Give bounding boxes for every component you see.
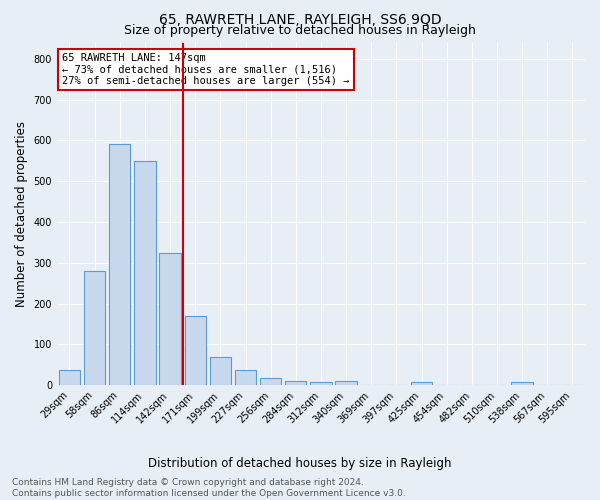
Bar (335, 381, 357, 385)
Text: 65 RAWRETH LANE: 147sqm
← 73% of detached houses are smaller (1,516)
27% of semi: 65 RAWRETH LANE: 147sqm ← 73% of detache… (62, 53, 350, 86)
Bar (134, 161, 155, 385)
Text: 65, RAWRETH LANE, RAYLEIGH, SS6 9QD: 65, RAWRETH LANE, RAYLEIGH, SS6 9QD (158, 12, 442, 26)
Bar (235, 370, 256, 385)
Bar (260, 378, 281, 385)
Text: Contains HM Land Registry data © Crown copyright and database right 2024.
Contai: Contains HM Land Registry data © Crown c… (12, 478, 406, 498)
Text: Distribution of detached houses by size in Rayleigh: Distribution of detached houses by size … (148, 458, 452, 470)
Bar (209, 358, 231, 385)
Bar (511, 382, 533, 385)
Bar (160, 252, 181, 385)
Bar (59, 370, 80, 385)
Bar (109, 144, 130, 385)
Bar (185, 316, 206, 385)
Bar (84, 271, 106, 385)
Bar (310, 382, 332, 385)
Bar (285, 380, 307, 385)
Y-axis label: Number of detached properties: Number of detached properties (15, 121, 28, 307)
Bar (411, 382, 432, 385)
Text: Size of property relative to detached houses in Rayleigh: Size of property relative to detached ho… (124, 24, 476, 37)
